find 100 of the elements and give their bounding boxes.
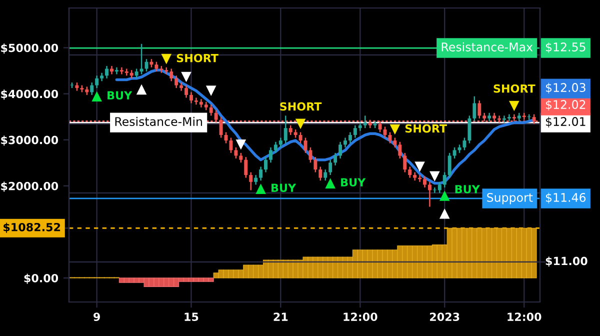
candlestick bbox=[348, 132, 352, 144]
x-tick-label: 2023 bbox=[430, 312, 460, 322]
candlestick bbox=[428, 181, 432, 208]
candlestick bbox=[468, 115, 472, 144]
candlestick bbox=[170, 68, 174, 82]
candlestick bbox=[209, 104, 213, 116]
ref-line-label: Resistance-Max bbox=[442, 42, 533, 52]
point bbox=[390, 124, 400, 135]
y-tick-label: $4000.00 bbox=[1, 90, 58, 100]
candlestick bbox=[194, 97, 198, 106]
x-tick-label: 9 bbox=[94, 312, 100, 322]
annotation: SHORT bbox=[176, 54, 218, 62]
point bbox=[430, 171, 440, 182]
annotation: BUY bbox=[341, 178, 366, 187]
point bbox=[439, 190, 450, 201]
candlestick bbox=[532, 114, 536, 125]
ref-line-label: Resistance-Min bbox=[115, 116, 202, 126]
ref-line-label: Support bbox=[487, 192, 533, 204]
candlestick bbox=[334, 152, 338, 166]
x-tick-label: 21 bbox=[274, 312, 288, 321]
annotation: BUY bbox=[455, 185, 480, 194]
candlestick bbox=[189, 92, 193, 104]
candlestick bbox=[105, 65, 108, 80]
annotation: BUY bbox=[272, 184, 296, 192]
annotation: SHORT bbox=[494, 84, 536, 93]
candlestick bbox=[134, 68, 138, 80]
ref-line-label: $12.02 bbox=[546, 100, 586, 111]
candlestick bbox=[462, 137, 466, 151]
candlestick bbox=[498, 115, 501, 124]
candlestick bbox=[229, 137, 233, 154]
candlestick bbox=[259, 166, 263, 182]
point bbox=[161, 54, 172, 64]
annotation: SHORT bbox=[405, 124, 447, 133]
y2-tick-label: $11.00 bbox=[546, 256, 588, 267]
candlestick bbox=[338, 141, 342, 160]
candlestick bbox=[318, 166, 322, 182]
candlestick bbox=[268, 146, 272, 164]
candlestick bbox=[344, 137, 347, 148]
point bbox=[136, 84, 147, 95]
candlestick bbox=[502, 115, 506, 124]
candlestick bbox=[239, 152, 243, 164]
candlestick bbox=[398, 141, 402, 160]
candlestick bbox=[308, 146, 312, 164]
point bbox=[256, 184, 266, 194]
y2-tick-label: $12.01 bbox=[546, 116, 586, 128]
annotation: BUY bbox=[108, 91, 132, 100]
candlestick bbox=[324, 168, 328, 182]
candlestick bbox=[314, 156, 318, 173]
point bbox=[181, 72, 192, 82]
point bbox=[509, 100, 520, 112]
candlestick bbox=[284, 115, 288, 144]
candlestick bbox=[408, 166, 412, 178]
x-tick-label: 12:00 bbox=[344, 312, 378, 322]
annotation: SHORT bbox=[280, 102, 322, 111]
candlestick bbox=[442, 172, 446, 188]
y-tick-label: $5000.00 bbox=[1, 44, 58, 54]
y-tick-label: $0.00 bbox=[24, 274, 58, 284]
y-tick-label: $3000.00 bbox=[1, 136, 58, 146]
candlestick bbox=[278, 137, 282, 148]
point bbox=[414, 162, 425, 172]
candlestick bbox=[452, 146, 456, 160]
candlestick bbox=[219, 116, 223, 138]
candlestick bbox=[174, 75, 178, 89]
candlestick bbox=[353, 124, 357, 138]
candlestick bbox=[120, 66, 124, 75]
x-tick-label: 15 bbox=[184, 312, 198, 322]
x-tick-label: 12:00 bbox=[508, 312, 542, 322]
candlestick bbox=[154, 61, 158, 72]
candlestick bbox=[472, 96, 476, 122]
y2-tick-label: $11.46 bbox=[546, 192, 586, 204]
point bbox=[439, 208, 450, 219]
candlestick bbox=[288, 124, 292, 136]
candlestick bbox=[254, 174, 258, 186]
candlestick bbox=[363, 115, 367, 129]
candlestick bbox=[378, 120, 382, 133]
candlestick bbox=[328, 159, 332, 176]
point bbox=[325, 178, 336, 188]
candlestick bbox=[140, 43, 144, 75]
y2-tick-label: $12.55 bbox=[546, 42, 586, 54]
point bbox=[295, 118, 306, 130]
candlestick bbox=[393, 137, 397, 148]
candlestick bbox=[448, 152, 452, 178]
candlestick bbox=[184, 84, 188, 98]
candlestick bbox=[90, 82, 94, 96]
candlestick bbox=[249, 172, 253, 191]
point bbox=[206, 86, 216, 96]
data-label: $12.03 bbox=[546, 82, 586, 94]
candlestick bbox=[244, 156, 248, 178]
candlestick bbox=[478, 100, 482, 120]
candlestick bbox=[95, 75, 99, 89]
point bbox=[236, 139, 246, 150]
y-tick-label: $1082.52 bbox=[4, 222, 60, 233]
candlestick bbox=[403, 152, 407, 173]
candlestick bbox=[264, 156, 268, 173]
candlestick bbox=[274, 141, 278, 154]
candlestick bbox=[388, 132, 392, 144]
point bbox=[92, 91, 102, 102]
candlestick bbox=[214, 110, 218, 124]
candlestick bbox=[124, 68, 128, 76]
candlestick bbox=[383, 126, 387, 138]
